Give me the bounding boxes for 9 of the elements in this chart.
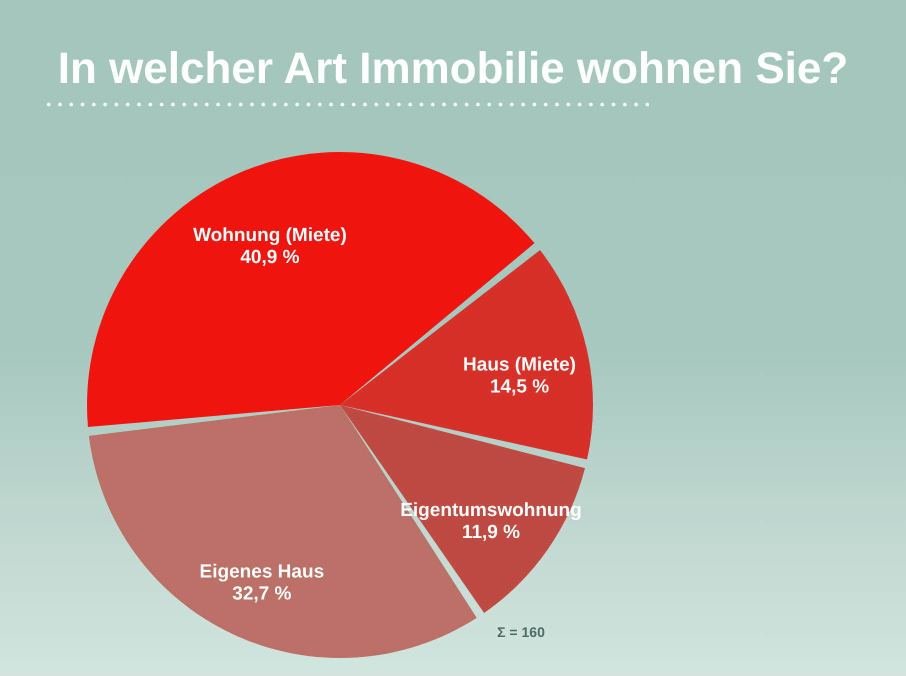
data-label: 32,7 % bbox=[232, 584, 292, 605]
data-label: 11,9 % bbox=[462, 522, 520, 544]
data-label: 40,9 % bbox=[240, 246, 300, 268]
text: Σ = 160 bbox=[497, 624, 546, 640]
data-label: 14,5 % bbox=[490, 376, 550, 398]
slice-label: Wohnung (Miete) bbox=[193, 224, 347, 246]
chart-title: In welcher Art Immobilie wohnen Sie? bbox=[58, 44, 848, 93]
slice-label: Eigenes Haus bbox=[200, 562, 324, 583]
slice-label: Haus (Miete) bbox=[463, 354, 576, 376]
